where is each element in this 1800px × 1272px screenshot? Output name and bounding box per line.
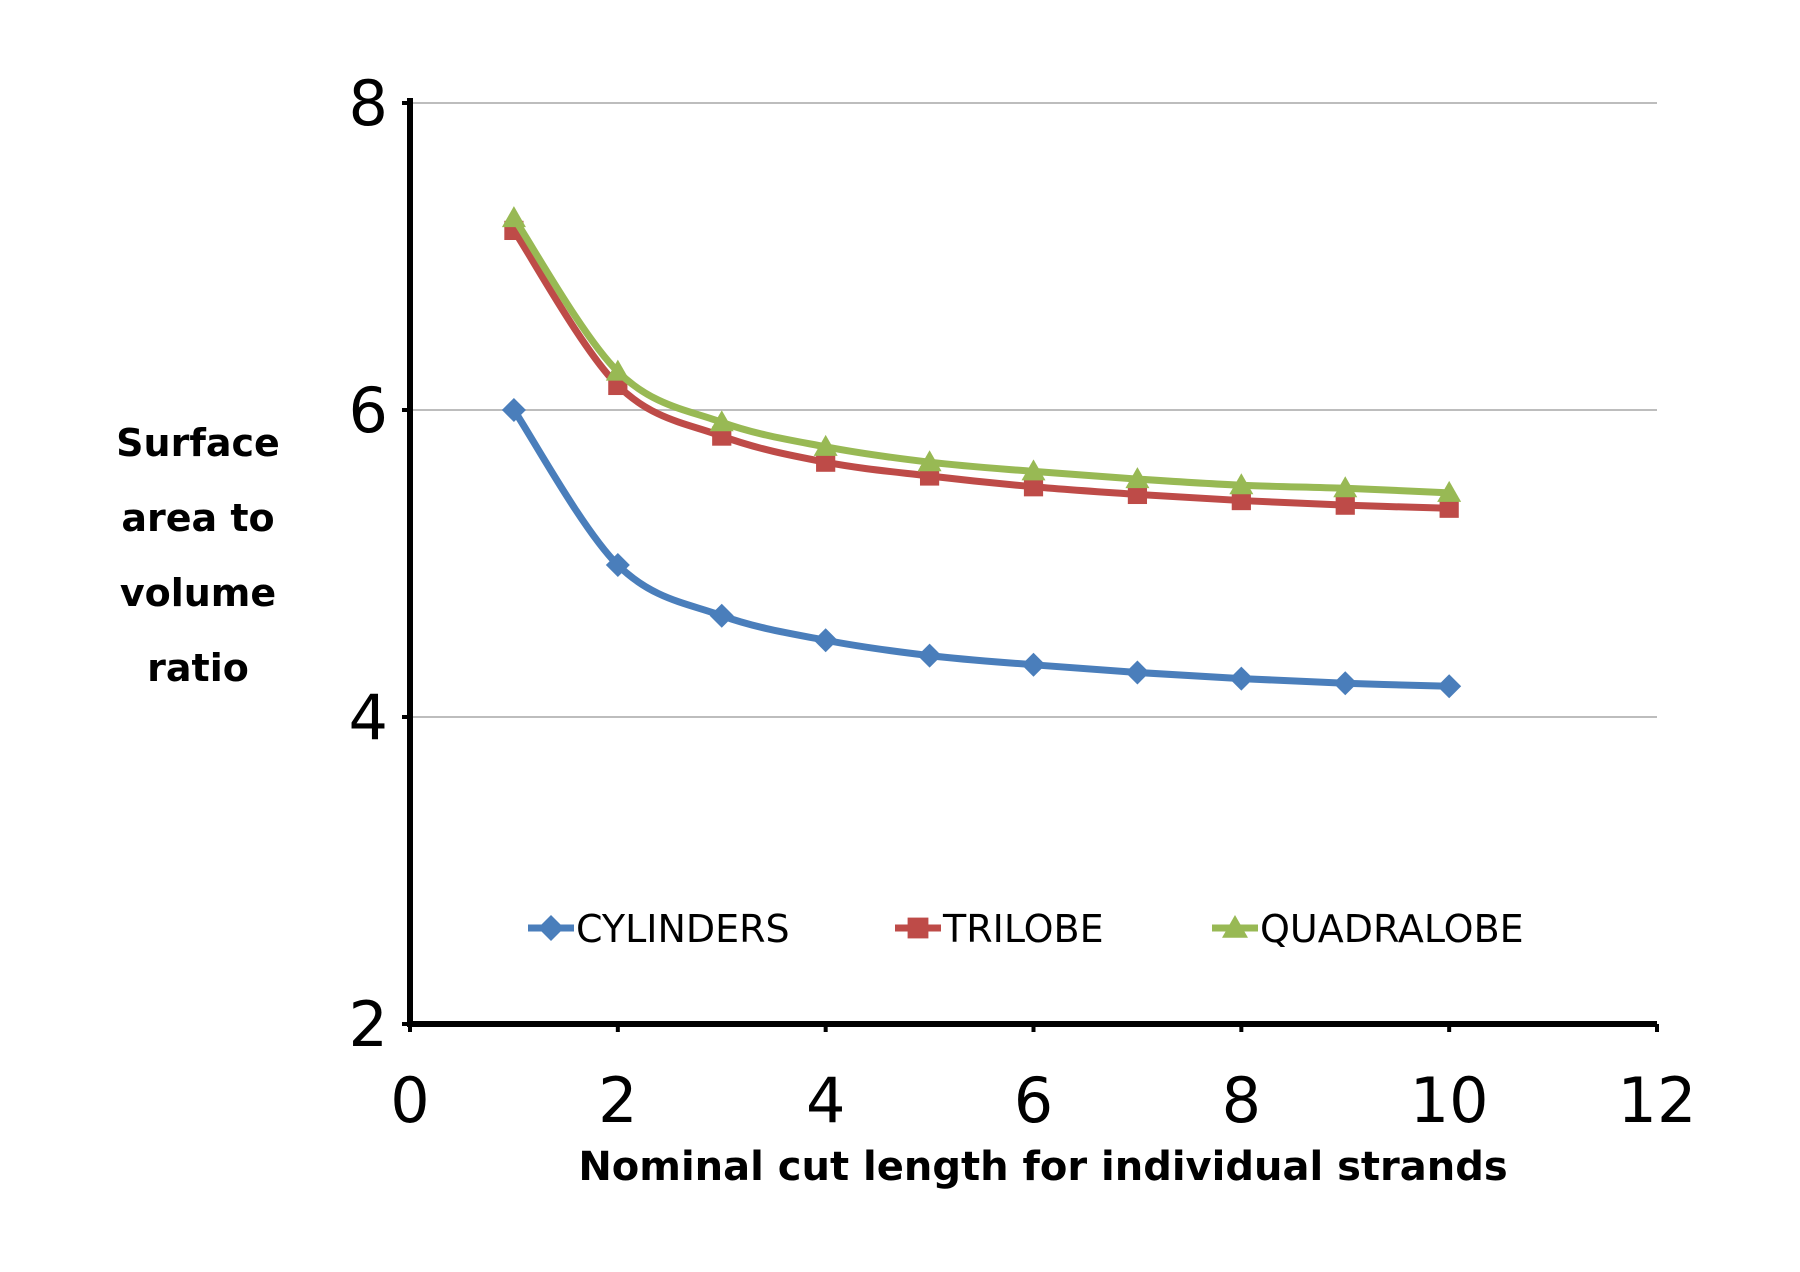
triangle-marker bbox=[1125, 467, 1150, 489]
triangle-marker bbox=[605, 359, 630, 381]
y-axis-label: Surface area to volume ratio bbox=[116, 421, 280, 690]
legend-item: QUADRALOBE bbox=[1212, 907, 1524, 951]
x-tick-label: 6 bbox=[1014, 1064, 1053, 1137]
triangle-marker bbox=[709, 410, 734, 432]
triangle-marker bbox=[813, 434, 838, 456]
triangle-marker bbox=[1021, 459, 1046, 481]
legend-item: TRILOBE bbox=[895, 907, 1104, 951]
square-marker bbox=[816, 452, 836, 472]
triangle-marker bbox=[1437, 480, 1462, 502]
triangle-marker bbox=[501, 206, 526, 228]
diamond-marker bbox=[501, 398, 526, 422]
series-line bbox=[511, 216, 1450, 497]
triangle-marker bbox=[1222, 915, 1248, 938]
diamond-marker bbox=[1437, 674, 1462, 699]
y-tick-label: 8 bbox=[349, 67, 388, 140]
series-lines bbox=[501, 206, 1462, 699]
square-marker bbox=[1335, 495, 1355, 515]
diamond-marker bbox=[1229, 666, 1254, 691]
x-tick-label: 4 bbox=[806, 1064, 845, 1137]
square-marker bbox=[907, 917, 929, 939]
x-tick-labels: 0 2 4 6 8 10 12 bbox=[390, 1064, 1696, 1137]
x-tick-label: 2 bbox=[598, 1064, 637, 1137]
diamond-marker bbox=[1021, 652, 1046, 677]
y-axis-label-line: ratio bbox=[147, 646, 249, 690]
series-line bbox=[511, 228, 1450, 512]
x-tick-label: 12 bbox=[1618, 1064, 1697, 1137]
triangle-marker bbox=[917, 450, 942, 472]
y-axis-label-line: volume bbox=[120, 571, 276, 615]
legend: CYLINDERS TRILOBE QUADRALOBE bbox=[528, 907, 1524, 951]
x-axis-label: Nominal cut length for individual strand… bbox=[578, 1144, 1507, 1190]
square-marker bbox=[1023, 477, 1044, 497]
y-tick-label: 4 bbox=[349, 681, 388, 754]
y-axis-label-line: area to bbox=[121, 496, 274, 540]
diamond-marker bbox=[1125, 660, 1150, 685]
y-tick-labels: 2 4 6 8 bbox=[349, 67, 388, 1061]
diamond-marker bbox=[538, 915, 564, 941]
square-marker bbox=[919, 466, 940, 486]
y-axis-label-line: Surface bbox=[116, 421, 280, 465]
diamond-marker bbox=[709, 603, 734, 628]
gridlines bbox=[410, 102, 1657, 718]
x-tick-label: 0 bbox=[390, 1064, 429, 1137]
series-trilobe bbox=[504, 220, 1459, 518]
axes bbox=[402, 98, 1659, 1032]
legend-label: QUADRALOBE bbox=[1260, 907, 1524, 951]
series-quadralobe bbox=[501, 206, 1462, 502]
series-cylinders bbox=[501, 398, 1462, 699]
diamond-marker bbox=[813, 628, 838, 653]
x-tick-label: 8 bbox=[1222, 1064, 1261, 1137]
diamond-marker bbox=[1333, 671, 1358, 696]
x-tick-label: 10 bbox=[1410, 1064, 1489, 1137]
legend-label: TRILOBE bbox=[942, 907, 1104, 951]
legend-label: CYLINDERS bbox=[576, 907, 790, 951]
diamond-marker bbox=[605, 553, 630, 578]
legend-item: CYLINDERS bbox=[528, 907, 790, 951]
diamond-marker bbox=[917, 643, 942, 668]
series-line bbox=[511, 408, 1450, 690]
square-marker bbox=[1439, 498, 1459, 518]
square-marker bbox=[712, 426, 732, 446]
y-tick-label: 2 bbox=[349, 988, 388, 1061]
triangle-marker bbox=[1229, 473, 1254, 495]
square-marker bbox=[1127, 484, 1148, 505]
square-marker bbox=[1231, 490, 1251, 511]
triangle-marker bbox=[1333, 476, 1358, 498]
y-tick-label: 6 bbox=[349, 374, 388, 447]
